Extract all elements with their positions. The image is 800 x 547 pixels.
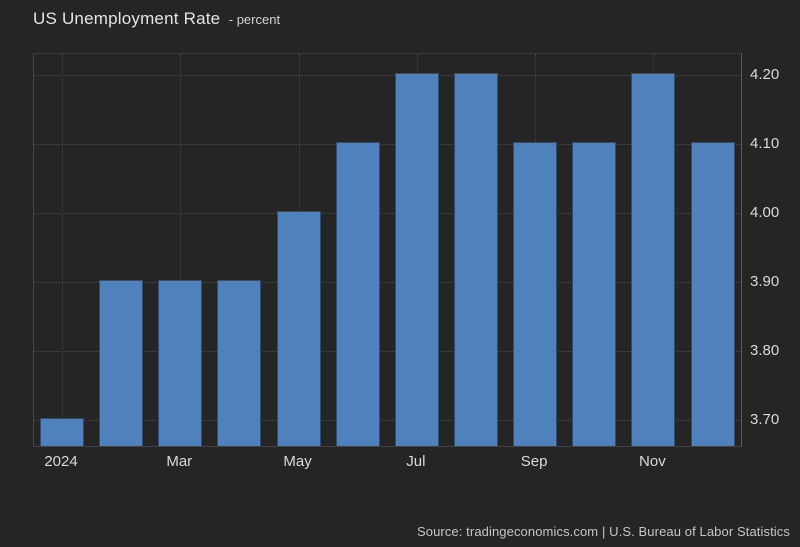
chart-bar-jun-2024[interactable] [335, 142, 380, 446]
x-tick-label: May [283, 453, 312, 470]
chart-bar-feb-2024[interactable] [99, 280, 144, 446]
chart-bar-sep-2024[interactable] [513, 142, 558, 446]
grid-h-line [34, 282, 741, 284]
chart-bar-dec-2024[interactable] [690, 142, 735, 446]
chart-bar-apr-2024[interactable] [217, 280, 262, 446]
grid-h-line [34, 420, 741, 422]
chart-bar-jul-2024[interactable] [394, 73, 439, 446]
chart-title: US Unemployment Rate [33, 9, 221, 28]
chart-bar-jan-2024[interactable] [40, 418, 84, 446]
x-tick-label: Nov [639, 453, 666, 470]
grid-h-line [34, 213, 741, 215]
grid-h-line [34, 75, 741, 77]
grid-v-line [180, 54, 182, 446]
y-tick-label: 3.90 [750, 273, 780, 291]
y-tick-label: 3.70 [750, 411, 780, 429]
grid-h-line [34, 351, 741, 353]
chart-bar-mar-2024[interactable] [158, 280, 203, 446]
chart-header: US Unemployment Rate - percent [33, 9, 280, 29]
y-tick-label: 4.20 [750, 66, 780, 84]
x-tick-label: 2024 [44, 453, 78, 470]
grid-v-line [62, 54, 63, 446]
y-tick-label: 4.00 [750, 204, 780, 222]
x-tick-label: Sep [520, 453, 548, 470]
plot-area [33, 53, 742, 447]
grid-h-line [34, 144, 741, 146]
chart-subtitle: - percent [228, 12, 281, 27]
chart-bar-may-2024[interactable] [276, 211, 321, 446]
chart-bar-aug-2024[interactable] [453, 73, 498, 446]
x-tick-label: Mar [166, 453, 193, 470]
x-tick-label: Jul [406, 453, 426, 470]
y-tick-label: 4.10 [750, 135, 780, 153]
y-tick-label: 3.80 [750, 342, 780, 360]
source-attribution: Source: tradingeconomics.com | U.S. Bure… [416, 524, 790, 539]
chart-bar-oct-2024[interactable] [572, 142, 617, 446]
chart-bar-nov-2024[interactable] [631, 73, 676, 446]
